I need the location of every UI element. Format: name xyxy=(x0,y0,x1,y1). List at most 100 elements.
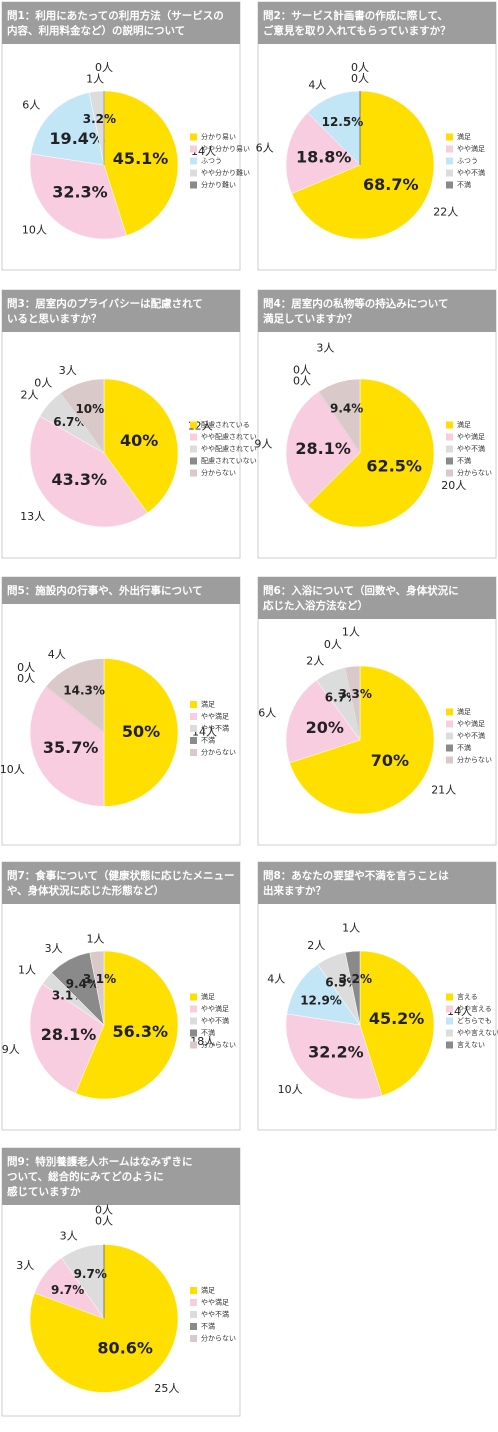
legend-label: やや満足 xyxy=(457,145,485,153)
count-label: 9人 xyxy=(2,1043,20,1056)
legend-label: 不満 xyxy=(457,181,471,189)
legend-swatch xyxy=(446,457,453,465)
legend-swatch xyxy=(446,469,453,477)
value-label: 9.4% xyxy=(330,402,363,416)
value-label: 14.3% xyxy=(63,684,105,698)
legend-swatch xyxy=(190,1311,197,1318)
panel-header xyxy=(258,862,496,904)
pie-slice xyxy=(30,92,105,166)
legend-label: 分かり易い xyxy=(201,132,236,141)
panel-title: 問8：あなたの要望や不満を言うことは xyxy=(263,869,449,882)
legend-swatch xyxy=(190,445,197,453)
value-label: 19.4% xyxy=(49,129,105,148)
value-label: 3.1% xyxy=(83,972,116,986)
count-label: 6人 xyxy=(22,99,40,112)
legend-label: 満足 xyxy=(201,993,215,1001)
pie-slice xyxy=(103,658,179,807)
value-label: 18.8% xyxy=(296,147,352,166)
count-label: 0人 xyxy=(351,61,369,74)
legend-swatch xyxy=(190,1041,197,1049)
legend-label: 不満 xyxy=(457,457,471,465)
legend-label: やや不満 xyxy=(201,1311,229,1319)
value-label: 6.5% xyxy=(325,975,358,989)
legend-swatch xyxy=(190,1029,197,1037)
legend-swatch xyxy=(190,1335,197,1342)
panel-header xyxy=(2,290,240,332)
count-label: 0人 xyxy=(293,375,311,388)
legend-swatch xyxy=(190,993,197,1001)
legend-swatch xyxy=(446,157,453,165)
pie-slice xyxy=(29,153,127,240)
panel-header xyxy=(258,2,496,44)
legend-label: 満足 xyxy=(201,1287,215,1295)
legend-label: 配慮されていない xyxy=(201,456,257,465)
panel-title: いると思いますか？ xyxy=(7,313,102,325)
pie-slice xyxy=(318,378,361,454)
pie-slice xyxy=(285,391,361,506)
panel-title: 内容、利用料金など）の説明について xyxy=(7,24,185,37)
pie-slice xyxy=(89,950,105,1026)
panel-title: 問7：食事について（健康状態に応じたメニュー xyxy=(7,869,235,882)
legend-swatch xyxy=(190,145,197,153)
legend-swatch xyxy=(190,737,197,744)
panel-title: 出来ますか？ xyxy=(263,884,326,897)
panel-title: ついて、総合的にみてどのように xyxy=(7,1170,164,1183)
panel-title: や、身体状況に応じた形態など） xyxy=(7,884,164,897)
value-label: 40% xyxy=(120,431,158,450)
legend-label: 不満 xyxy=(201,1323,215,1331)
legend-label: やや不満 xyxy=(201,725,229,733)
pie-slice xyxy=(29,983,105,1094)
legend-swatch xyxy=(190,133,197,141)
legend-swatch xyxy=(446,421,453,429)
legend-label: 分からない xyxy=(201,1334,236,1343)
count-label: 3人 xyxy=(316,342,334,355)
panel-title: ご意見を取り入れてもらっていますか？ xyxy=(263,24,451,37)
value-label: 80.6% xyxy=(97,1338,153,1357)
value-label: 12.9% xyxy=(300,993,342,1007)
value-label: 45.1% xyxy=(113,149,169,168)
legend-label: 不満 xyxy=(457,744,471,752)
value-label: 6.7% xyxy=(53,415,86,429)
panel-title: 問1：利用にあたっての利用方法（サービスの xyxy=(7,9,224,22)
legend-swatch xyxy=(190,421,197,429)
count-label: 4人 xyxy=(308,79,326,92)
legend-swatch xyxy=(446,744,453,752)
pie-slice xyxy=(285,1013,383,1100)
panel-header xyxy=(2,862,240,904)
legend-label: 分からない xyxy=(201,1040,236,1049)
legend-swatch xyxy=(446,1041,453,1049)
panel-title: 応じた入浴方法など） xyxy=(263,599,368,612)
pie-slice xyxy=(75,950,179,1100)
legend-swatch xyxy=(190,749,197,756)
count-label: 22人 xyxy=(433,206,458,219)
legend-label: やや満足 xyxy=(201,713,229,721)
count-label: 14人 xyxy=(447,1005,472,1018)
legend-label: やや不満 xyxy=(201,1017,229,1025)
legend-label: 不満 xyxy=(201,1029,215,1037)
value-label: 20% xyxy=(306,718,344,737)
count-label: 10人 xyxy=(278,1083,303,1096)
legend-swatch xyxy=(446,1029,453,1037)
count-label: 0人 xyxy=(95,1215,113,1228)
legend-label: やや言える xyxy=(457,1004,492,1013)
legend-label: やや満足 xyxy=(457,433,485,441)
panel-title: 問5：施設内の行事や、外出行事について xyxy=(7,584,203,597)
value-label: 3.2% xyxy=(339,972,372,986)
legend-swatch xyxy=(446,732,453,740)
pie-slice xyxy=(60,378,105,454)
legend-swatch xyxy=(190,457,197,465)
legend-label: やや言えない xyxy=(457,1028,498,1037)
pie-slice xyxy=(45,658,105,734)
value-label: 3.2% xyxy=(83,112,116,126)
count-label: 4人 xyxy=(48,648,66,661)
panel-header xyxy=(258,577,496,619)
legend-swatch xyxy=(190,1323,197,1330)
legend-swatch xyxy=(190,181,197,189)
value-label: 56.3% xyxy=(113,1022,169,1041)
legend-label: 分からない xyxy=(457,468,492,477)
pie-slice xyxy=(29,686,105,807)
legend-swatch xyxy=(190,1299,197,1306)
count-label: 20人 xyxy=(441,479,466,492)
legend-label: やや満足 xyxy=(201,1299,229,1307)
